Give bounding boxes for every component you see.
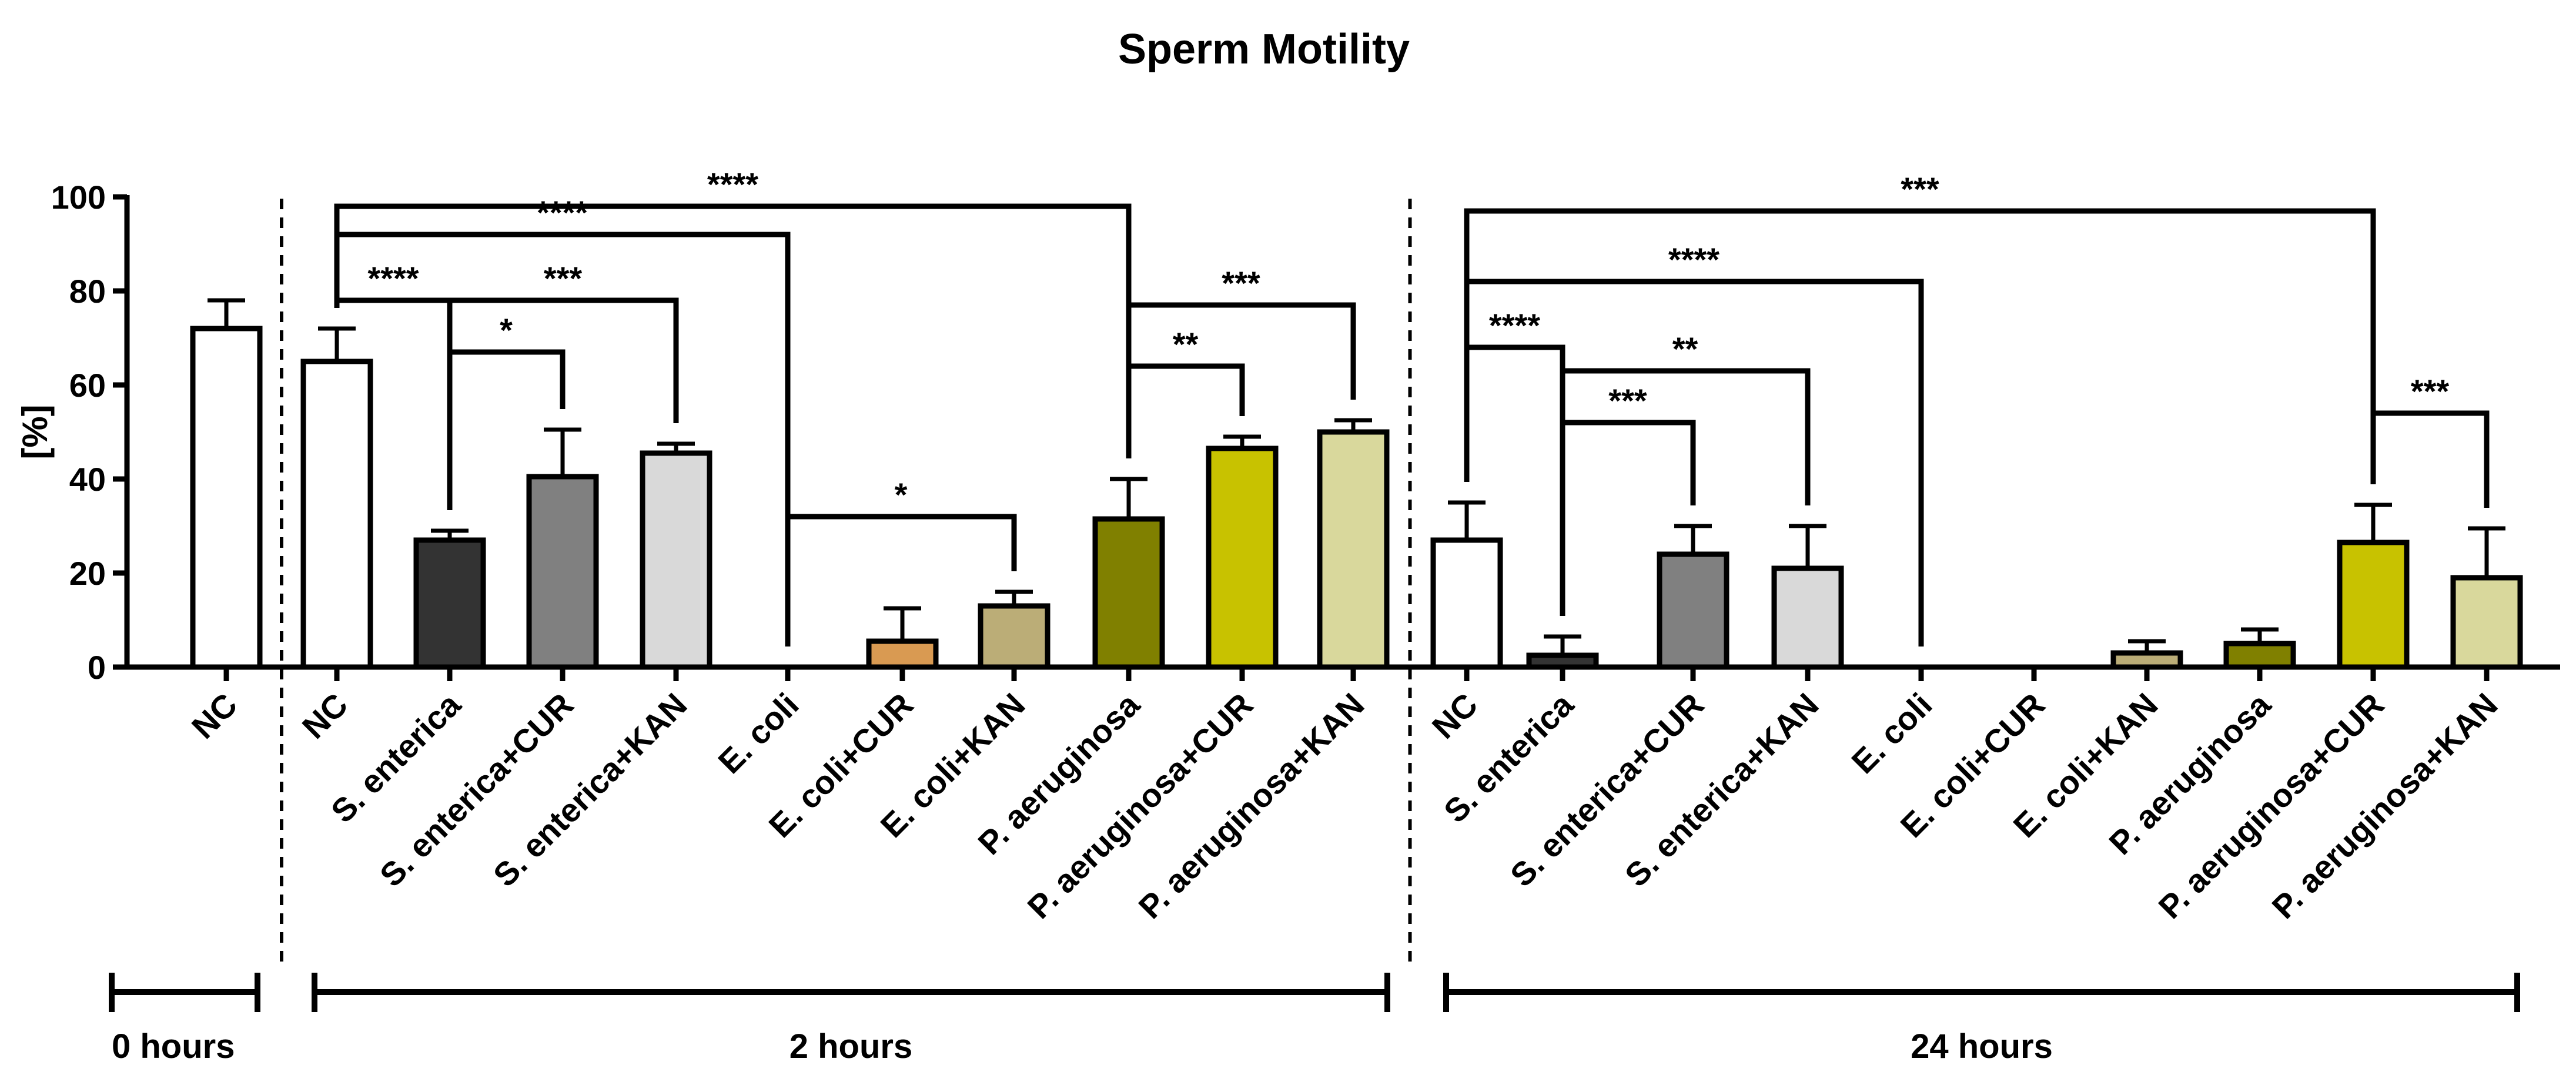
- significance-label-9: ****: [1668, 241, 1719, 278]
- y-tick-label-0: 0: [88, 649, 106, 686]
- x-tick-label-1: NC: [295, 686, 355, 746]
- error-bar-12: [1544, 634, 1581, 655]
- x-tick-label-15: E. coli: [1844, 686, 1939, 781]
- error-bar-8: [1110, 477, 1148, 519]
- x-tick-label-5: E. coli: [711, 686, 805, 781]
- significance-label-5: *: [895, 476, 908, 513]
- bars: [190, 326, 2523, 670]
- x-tick-label-20: P. aeruginosa+KAN: [2264, 686, 2504, 926]
- significance-line-12: [1560, 420, 1696, 616]
- bar-2: [413, 537, 486, 670]
- bar-20: [2450, 575, 2523, 670]
- group-separators: [280, 199, 1412, 964]
- bar-10: [1317, 429, 1390, 670]
- significance-label-1: ****: [537, 194, 588, 231]
- error-bar-13: [1674, 524, 1712, 554]
- significance-label-4: *: [500, 311, 513, 349]
- significance-line-7: [1126, 363, 1245, 458]
- y-tick-label-4: 80: [69, 273, 106, 310]
- significance-label-12: ***: [1608, 382, 1647, 419]
- significance-bracket-13: ***: [2370, 373, 2490, 508]
- x-tick-label-14: S. enterica+KAN: [1618, 686, 1826, 894]
- significance-bracket-4: *: [447, 311, 566, 510]
- y-tick-label-5: 100: [51, 179, 106, 216]
- y-tick-label-2: 40: [69, 461, 106, 498]
- group-label-2: 24 hours: [1911, 1027, 2053, 1066]
- bar-3: [526, 474, 599, 670]
- y-axis-label: [%]: [15, 404, 55, 459]
- significance-label-0: ****: [707, 166, 758, 203]
- x-tick-label-3: S. enterica+CUR: [373, 686, 581, 894]
- significance-bracket-1: ****: [334, 194, 791, 647]
- significance-bracket-0: ****: [334, 166, 1132, 458]
- bar-0: [190, 326, 263, 670]
- significance-line-5: [785, 514, 1017, 647]
- error-bar-14: [1789, 524, 1826, 568]
- significance-label-2: ****: [367, 260, 419, 297]
- error-bar-11: [1448, 500, 1486, 540]
- error-bar-19: [2354, 503, 2392, 542]
- significance-label-10: ****: [1489, 307, 1540, 344]
- error-bars: [208, 298, 2505, 655]
- bar-7: [978, 603, 1051, 670]
- significance-bracket-5: *: [785, 476, 1017, 647]
- significance-brackets: ************ ************************** **…: [334, 166, 2490, 647]
- error-bar-4: [657, 441, 695, 453]
- bar-19: [2337, 540, 2410, 670]
- x-tick-label-9: P. aeruginosa+CUR: [1020, 686, 1260, 926]
- group-label-1: 2 hours: [789, 1027, 913, 1066]
- error-bar-18: [2241, 627, 2279, 644]
- significance-label-8: ***: [1901, 170, 1939, 207]
- significance-label-6: ***: [1222, 264, 1260, 302]
- significance-line-1: [334, 232, 791, 647]
- group-bracket-2: 24 hours: [1443, 973, 2520, 1066]
- bar-13: [1657, 551, 1729, 670]
- significance-bracket-2: ****: [334, 260, 453, 510]
- significance-label-3: ***: [544, 260, 583, 297]
- bar-9: [1206, 445, 1279, 670]
- error-bar-1: [318, 326, 356, 361]
- significance-line-13: [2370, 410, 2490, 508]
- y-tick-label-1: 20: [69, 555, 106, 592]
- error-bar-0: [208, 298, 245, 329]
- error-bar-9: [1223, 434, 1261, 448]
- error-bar-2: [431, 528, 469, 540]
- bar-14: [1771, 565, 1844, 670]
- x-tick-label-19: P. aeruginosa+CUR: [2151, 686, 2391, 926]
- significance-bracket-12: ***: [1560, 382, 1696, 616]
- error-bar-7: [995, 589, 1033, 606]
- significance-label-7: **: [1173, 326, 1199, 363]
- chart-title: Sperm Motility: [1118, 26, 1410, 73]
- x-tick-label-4: S. enterica+KAN: [486, 686, 694, 894]
- bar-11: [1430, 537, 1503, 670]
- x-tick-label-11: NC: [1425, 686, 1485, 746]
- x-tick-label-10: P. aeruginosa+KAN: [1131, 686, 1371, 926]
- bar-4: [640, 450, 712, 670]
- group-label-0: 0 hours: [112, 1027, 235, 1066]
- error-bar-20: [2468, 526, 2505, 578]
- axes: 0 20 40 60 80 100: [51, 179, 2560, 686]
- group-bracket-0: 0 hours: [109, 973, 260, 1066]
- bar-1: [300, 359, 373, 670]
- error-bar-3: [544, 427, 581, 477]
- error-bar-10: [1334, 418, 1372, 432]
- x-tick-label-0: NC: [185, 686, 245, 746]
- bar-18: [2223, 641, 2296, 670]
- significance-bracket-7: **: [1126, 326, 1245, 458]
- bar-8: [1092, 516, 1165, 670]
- significance-line-0: [334, 203, 1132, 458]
- significance-label-13: ***: [2411, 373, 2450, 410]
- group-bracket-1: 2 hours: [312, 973, 1390, 1066]
- time-group-brackets: 0 hours 2 hours 24 hours: [109, 973, 2520, 1066]
- error-bar-6: [884, 606, 921, 641]
- bar-6: [866, 638, 939, 670]
- significance-line-4: [447, 349, 566, 510]
- y-tick-label-3: 60: [69, 367, 106, 404]
- significance-label-11: **: [1672, 330, 1698, 367]
- error-bar-17: [2128, 639, 2166, 653]
